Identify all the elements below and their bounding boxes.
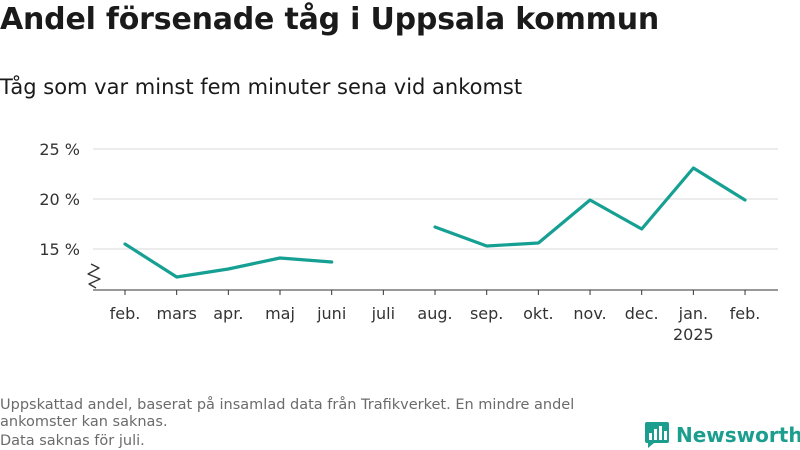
x-axis-ticks: feb. mars apr. maj juni juli aug. sep. okt. nov. d…: [110, 290, 761, 344]
x-tick-label: juni: [316, 304, 346, 323]
chart-subtitle: Tåg som var minst fem minuter sena vid a…: [0, 75, 523, 99]
series-line-segment: [433, 166, 747, 248]
axis-break-icon: [87, 263, 101, 289]
gridlines: [87, 148, 778, 291]
y-axis-ticks: 15 % 20 % 25 %: [39, 140, 80, 259]
x-tick-label: maj: [265, 304, 295, 323]
series-lines: [123, 166, 747, 279]
x-tick-label: okt.: [523, 304, 553, 323]
y-tick-label: 20 %: [39, 190, 80, 209]
x-year-label: 2025: [673, 325, 714, 344]
y-tick-label: 15 %: [39, 240, 80, 259]
bar-chart-speech-icon: [645, 422, 669, 448]
series-line-segment: [123, 242, 334, 279]
x-tick-label: dec.: [625, 304, 659, 323]
x-tick-label: feb.: [110, 304, 141, 323]
footnote-line-2: ankomster kan saknas.: [0, 414, 168, 430]
x-tick-label: feb.: [730, 304, 761, 323]
x-tick-label: juli: [371, 304, 395, 323]
x-tick-label: nov.: [573, 304, 606, 323]
x-tick-label: aug.: [417, 304, 452, 323]
brand-name: Newsworthy: [676, 423, 800, 447]
chart-title: Andel försenade tåg i Uppsala kommun: [0, 2, 660, 37]
x-tick-label: jan.: [678, 304, 708, 323]
x-tick-label: sep.: [470, 304, 503, 323]
line-chart: 15 % 20 % 25 % feb. mars apr. maj juni juli aug.…: [39, 140, 778, 344]
footnote-line-1: Uppskattad andel, baserat på insamlad da…: [0, 397, 575, 413]
footnote-line-3: Data saknas för juli.: [0, 433, 145, 449]
x-tick-label: mars: [157, 304, 197, 323]
x-tick-label: apr.: [213, 304, 243, 323]
y-tick-label: 25 %: [39, 140, 80, 159]
brand-logo: Newsworthy: [644, 421, 800, 449]
